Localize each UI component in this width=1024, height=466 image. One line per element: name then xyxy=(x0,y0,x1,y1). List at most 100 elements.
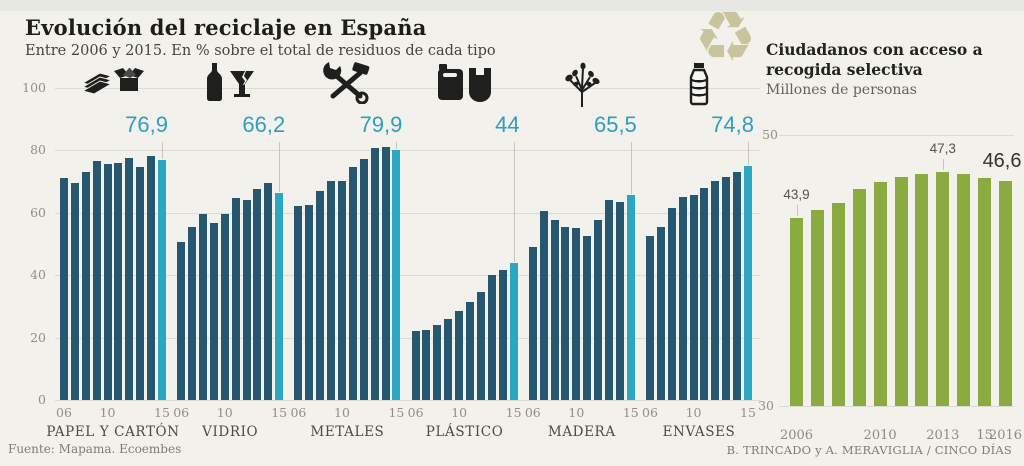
bar xyxy=(873,182,887,406)
bar xyxy=(852,189,866,406)
y-axis-label: 50 xyxy=(762,127,778,142)
gridline xyxy=(55,212,760,214)
x-tick-label: 10 xyxy=(334,405,350,420)
top-border-strip xyxy=(0,0,1024,11)
x-tick-label: 15 xyxy=(622,405,639,420)
bar xyxy=(572,228,581,400)
bar xyxy=(476,292,485,400)
bar xyxy=(316,190,325,400)
x-tick-label: 15 xyxy=(388,405,405,420)
bar xyxy=(678,196,687,400)
y-axis-label: 20 xyxy=(30,329,46,345)
source-note: Fuente: Mapama. Ecoembes xyxy=(8,442,182,456)
bar xyxy=(147,156,156,400)
x-tick-label: 10 xyxy=(568,405,585,420)
final-value-label: 76,9 xyxy=(125,112,168,137)
point-label-emphasis: 46,6 xyxy=(982,150,1022,172)
bar xyxy=(615,201,624,400)
bar xyxy=(936,171,950,406)
x-tick-label: 15 xyxy=(505,405,522,420)
x-tick-label: 2016 xyxy=(988,428,1023,443)
bar xyxy=(957,174,971,406)
bar xyxy=(114,162,123,400)
recycle-icon: ♻ xyxy=(694,0,757,78)
bar xyxy=(392,150,401,400)
x-tick-label: 10 xyxy=(216,405,233,420)
label-connector xyxy=(942,158,944,170)
bar xyxy=(667,207,676,400)
wrench-and-hammer-icon xyxy=(316,62,378,108)
bar xyxy=(550,220,559,400)
right-chart-subtitle: Millones de personas xyxy=(766,82,917,98)
bar xyxy=(539,210,548,400)
bar xyxy=(136,167,145,400)
page-subtitle: Entre 2006 y 2015. En % sobre el total d… xyxy=(25,43,496,59)
x-tick-label: 06 xyxy=(407,405,424,420)
y-axis-label: 30 xyxy=(758,398,774,413)
x-tick-label: 15 xyxy=(154,405,170,420)
bar xyxy=(294,206,303,400)
bar xyxy=(978,178,992,406)
label-connector xyxy=(162,142,163,159)
gridline xyxy=(55,150,760,151)
bar xyxy=(509,262,518,400)
bar xyxy=(422,329,431,400)
final-value-label: 74,8 xyxy=(711,112,754,137)
credit-note: B. TRINCADO y A. MERAVIGLIA / CINCO DÍAS xyxy=(726,443,1012,457)
group-label: PAPEL Y CARTÓN xyxy=(46,424,180,440)
bar xyxy=(594,220,603,400)
bar xyxy=(253,189,262,400)
x-tick-label: 10 xyxy=(685,405,702,420)
gridline xyxy=(55,400,760,401)
x-tick-label: 10 xyxy=(99,405,116,420)
point-label: 47,3 xyxy=(929,140,956,156)
gridline xyxy=(779,406,1014,407)
bar xyxy=(528,246,537,400)
bar xyxy=(733,171,742,400)
bar xyxy=(103,164,112,400)
y-axis-label: 40 xyxy=(30,267,46,282)
bar xyxy=(722,176,731,400)
bar xyxy=(700,187,709,400)
bar xyxy=(231,198,240,400)
y-axis-label: 100 xyxy=(22,79,46,95)
bar xyxy=(656,226,665,400)
gridline xyxy=(55,87,760,89)
bar xyxy=(433,325,442,400)
x-tick-label: 2006 xyxy=(779,428,814,443)
bar xyxy=(744,166,752,400)
y-axis-label: 80 xyxy=(30,142,46,157)
bar xyxy=(894,177,908,406)
plastic-bottle-icon xyxy=(668,62,730,110)
bar xyxy=(487,275,496,400)
bar xyxy=(242,200,251,400)
bar xyxy=(689,195,698,400)
bar xyxy=(915,174,929,406)
tree-icon xyxy=(551,62,613,112)
bar xyxy=(561,226,570,400)
gridline xyxy=(779,135,1014,136)
group-label: VIDRIO xyxy=(202,424,259,440)
bar xyxy=(646,235,654,400)
label-connector xyxy=(630,142,632,195)
group-label: PLÁSTICO xyxy=(425,424,504,440)
x-tick-label: 10 xyxy=(451,405,468,420)
paper-and-box-icon xyxy=(81,62,144,104)
x-tick-label: 06 xyxy=(642,405,658,420)
bar xyxy=(605,200,614,400)
final-value-label: 79,9 xyxy=(359,112,403,137)
label-connector xyxy=(748,142,749,166)
bar xyxy=(498,270,507,400)
bar xyxy=(790,217,803,406)
bar xyxy=(711,181,720,400)
bar xyxy=(348,167,357,400)
label-connector xyxy=(396,142,398,150)
x-tick-label: 15 xyxy=(271,405,288,420)
bar xyxy=(444,318,453,400)
y-axis-label: 0 xyxy=(38,392,46,407)
jerrycan-and-bag-icon xyxy=(434,62,496,106)
bar xyxy=(60,178,68,400)
bar xyxy=(158,159,166,400)
x-tick-label: 2013 xyxy=(926,428,960,443)
group-label: ENVASES xyxy=(662,424,736,440)
